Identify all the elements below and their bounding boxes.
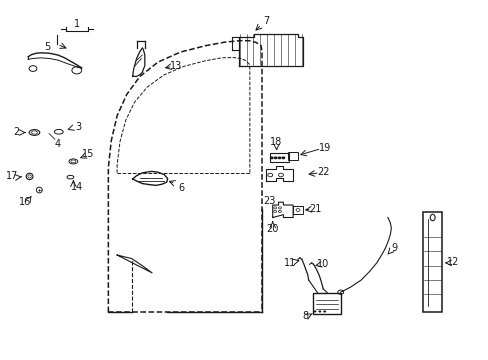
- Text: 3: 3: [75, 122, 81, 132]
- Bar: [287, 152, 297, 160]
- Text: 8: 8: [302, 311, 308, 321]
- Text: 1: 1: [74, 18, 80, 28]
- Text: 16: 16: [19, 197, 31, 207]
- Text: 19: 19: [318, 143, 330, 153]
- Bar: [312, 293, 340, 314]
- Text: 9: 9: [390, 243, 397, 253]
- Bar: [269, 153, 288, 162]
- Circle shape: [318, 310, 321, 312]
- Text: 21: 21: [308, 203, 321, 213]
- Circle shape: [277, 157, 281, 159]
- Circle shape: [281, 157, 285, 159]
- Text: 5: 5: [44, 42, 51, 52]
- Bar: [292, 206, 302, 213]
- Text: 18: 18: [269, 138, 282, 148]
- Text: 2: 2: [13, 127, 19, 137]
- Text: 4: 4: [54, 139, 60, 149]
- Text: 17: 17: [6, 171, 18, 181]
- Text: 22: 22: [316, 167, 329, 177]
- Text: 13: 13: [170, 61, 182, 71]
- Circle shape: [323, 310, 325, 312]
- Bar: [423, 212, 441, 312]
- Text: 11: 11: [284, 258, 296, 268]
- Text: 23: 23: [263, 196, 275, 206]
- Text: 14: 14: [70, 182, 82, 192]
- Text: 15: 15: [81, 149, 94, 158]
- Text: 20: 20: [266, 224, 278, 234]
- Circle shape: [313, 310, 316, 312]
- Text: 10: 10: [317, 259, 329, 269]
- Circle shape: [273, 157, 277, 159]
- Text: 7: 7: [263, 16, 269, 26]
- Text: 6: 6: [178, 183, 184, 193]
- Circle shape: [269, 157, 273, 159]
- Text: 12: 12: [447, 257, 459, 267]
